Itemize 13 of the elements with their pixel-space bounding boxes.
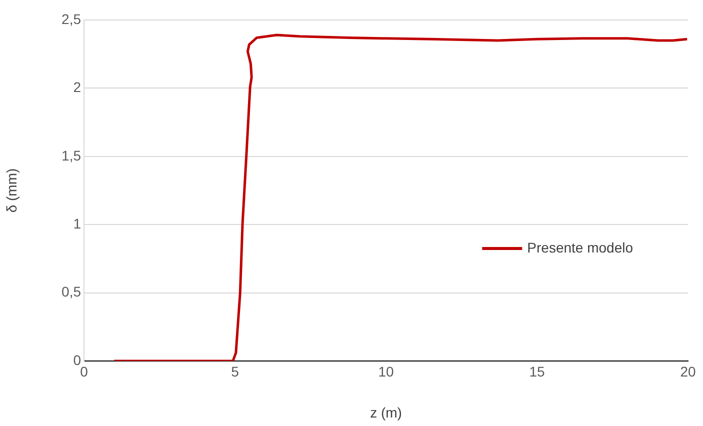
y-tick-label: 1 <box>73 215 82 232</box>
legend-label: Presente modelo <box>527 239 634 256</box>
x-tick-label: 10 <box>378 363 394 380</box>
y-axis-title: δ (mm) <box>3 168 20 213</box>
x-axis-title: z (m) <box>370 404 402 420</box>
y-tick-label: 0,5 <box>62 284 82 300</box>
x-tick-label: 20 <box>680 363 696 380</box>
x-tick-label: 5 <box>231 363 240 380</box>
y-tick-label: 2,5 <box>62 10 82 27</box>
y-tick-label: 1,5 <box>62 147 82 164</box>
y-tick-label: 0 <box>73 352 82 368</box>
y-tick-label: 2 <box>73 79 82 96</box>
x-tick-label: 15 <box>529 363 545 380</box>
